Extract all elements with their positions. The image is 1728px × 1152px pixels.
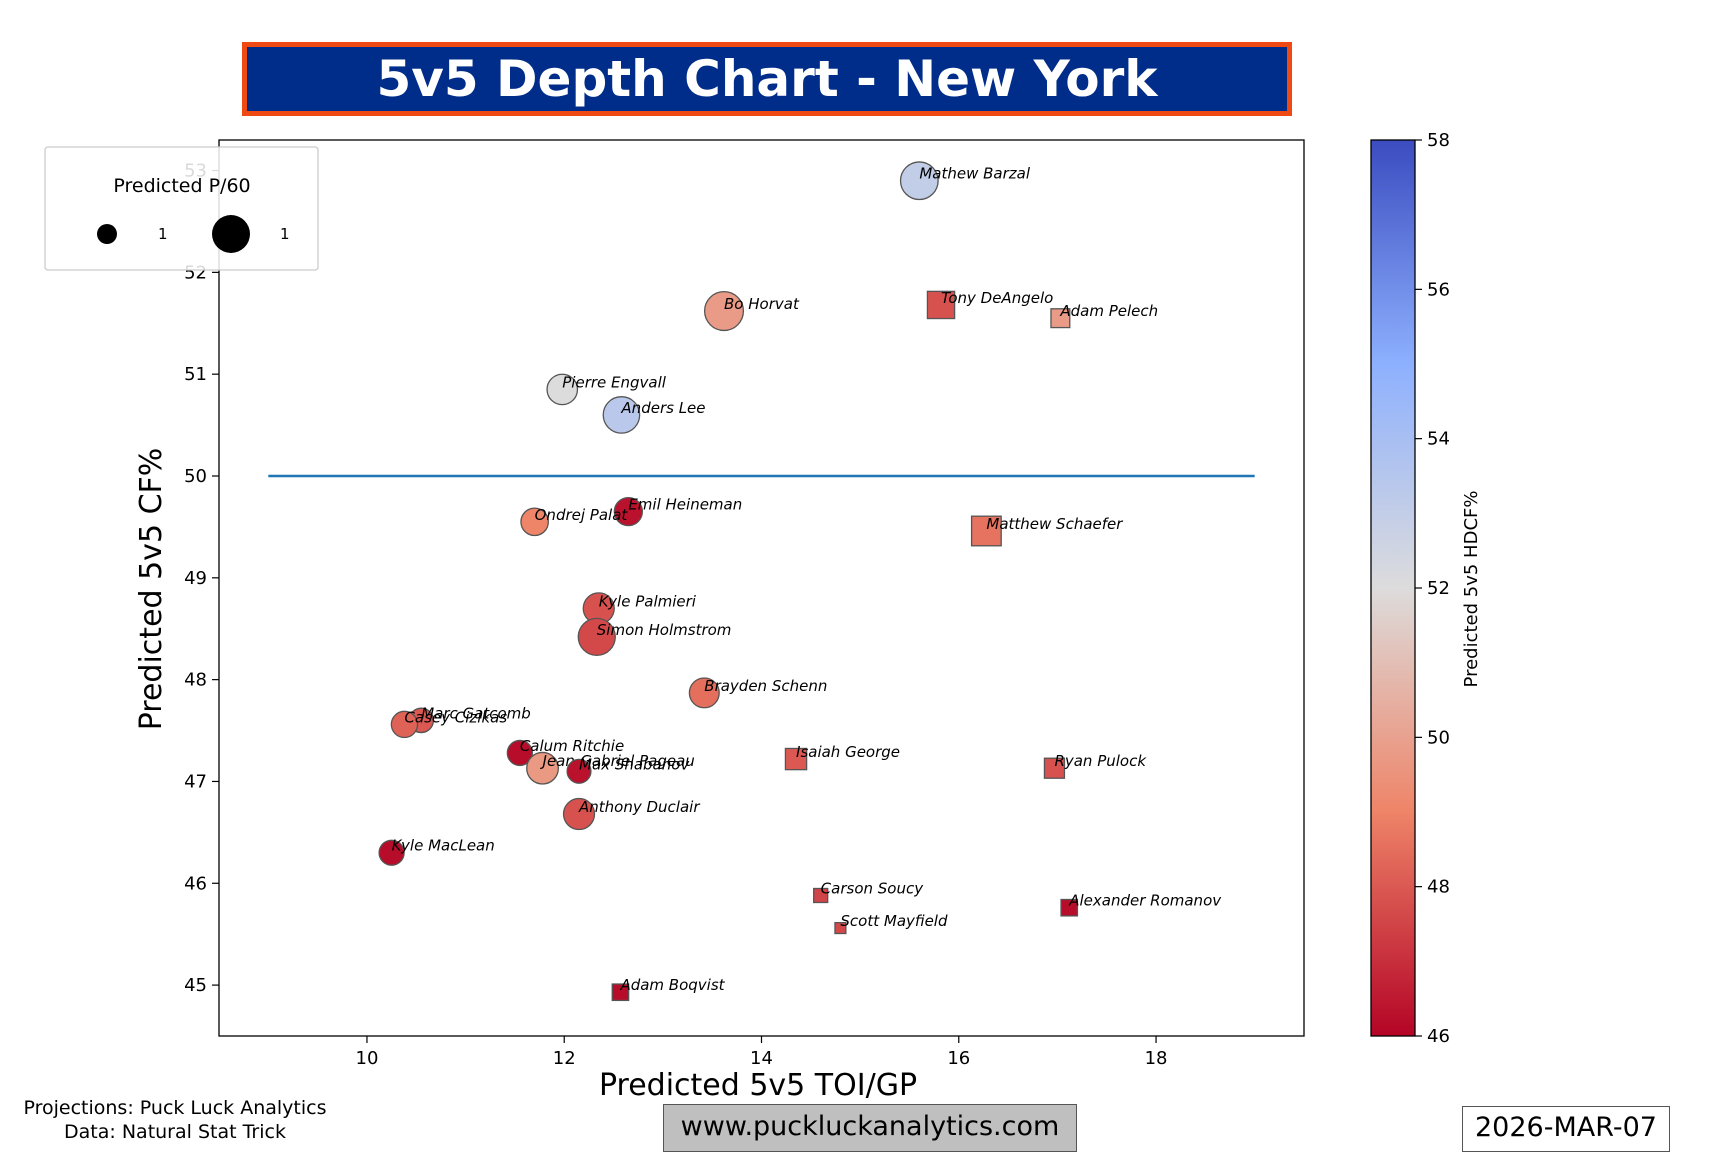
y-tick-label: 46 — [184, 873, 207, 894]
colorbar: 46 48 50 52 54 56 58 Predicted 5v5 HDCF% — [1370, 130, 1482, 1047]
player-point — [562, 797, 596, 831]
player-label: Alexander Romanov — [1068, 892, 1222, 910]
player-point — [834, 921, 847, 935]
colorbar-ticks: 46 48 50 52 54 56 58 — [1415, 130, 1450, 1047]
player-label: Kyle MacLean — [392, 837, 495, 855]
player-point — [577, 617, 616, 657]
legend-title: Predicted P/60 — [113, 175, 250, 197]
website-link[interactable]: www.puckluckanalytics.com — [663, 1104, 1077, 1152]
x-tick-label: 16 — [947, 1048, 970, 1069]
legend: Predicted P/60 1 1 — [44, 146, 319, 271]
player-point — [566, 758, 592, 784]
data-credit: Data: Natural Stat Trick — [64, 1121, 286, 1143]
player-point — [784, 747, 808, 771]
player-label: Tony DeAngelo — [941, 289, 1053, 307]
player-label: Casey Cizikas — [404, 708, 507, 726]
player-label: Adam Boqvist — [619, 976, 725, 994]
y-axis-label: Predicted 5v5 CF% — [134, 448, 169, 731]
player-label: Kyle Palmieri — [599, 592, 697, 610]
colorbar-tick-label: 48 — [1427, 877, 1450, 898]
player-point — [1043, 757, 1066, 779]
player-label: Pierre Engvall — [562, 373, 667, 391]
player-point — [813, 887, 829, 904]
player-point — [506, 739, 533, 767]
y-tick-label: 49 — [184, 568, 207, 589]
player-label: Mathew Barzal — [919, 165, 1031, 183]
player-label: Ryan Pulock — [1054, 752, 1147, 770]
colorbar-tick-label: 56 — [1427, 279, 1450, 300]
projections-credit: Projections: Puck Luck Analytics — [23, 1097, 327, 1119]
player-label: Ondrej Palat — [535, 506, 629, 524]
player-label: Emil Heineman — [628, 496, 742, 514]
player-label: Max Shabanov — [579, 755, 690, 773]
legend-box — [44, 146, 319, 271]
player-label: Matthew Schaefer — [986, 515, 1123, 533]
y-tick-label: 47 — [184, 771, 207, 792]
player-label: Brayden Schenn — [704, 677, 827, 695]
player-label: Simon Holmstrom — [597, 621, 732, 639]
player-point — [613, 496, 643, 527]
colorbar-tick-label: 58 — [1427, 130, 1450, 151]
player-point — [899, 161, 939, 201]
legend-entry-label: 1 — [158, 225, 168, 243]
player-point — [602, 396, 641, 434]
player-label: Bo Horvat — [724, 295, 800, 313]
x-tick-label: 14 — [750, 1048, 773, 1069]
y-tick-label: 48 — [184, 670, 207, 691]
footer-credits: Projections: Puck Luck Analytics Data: N… — [10, 1096, 340, 1144]
y-tick-label: 51 — [184, 364, 207, 385]
player-point — [546, 373, 579, 406]
player-point — [688, 677, 720, 709]
y-tick-label: 50 — [184, 466, 207, 487]
colorbar-gradient — [1370, 139, 1416, 1037]
player-point — [703, 291, 745, 332]
x-tick-label: 10 — [356, 1048, 379, 1069]
legend-marker-large — [212, 215, 250, 253]
player-label: Anders Lee — [620, 399, 705, 417]
player-point — [611, 983, 630, 1002]
player-point — [1050, 308, 1071, 329]
player-point — [390, 710, 419, 739]
y-tick-label: 45 — [184, 975, 207, 996]
player-label: Anthony Duclair — [578, 798, 700, 816]
legend-entry-label: 1 — [280, 225, 290, 243]
player-point — [1060, 898, 1079, 917]
player-label: Isaiah George — [796, 743, 900, 761]
x-tick-label: 18 — [1145, 1048, 1168, 1069]
plot-area: 1012141618454647484950515253Mathew Barza… — [184, 139, 1305, 1069]
player-label: Scott Mayfield — [840, 912, 948, 930]
player-point — [520, 507, 549, 537]
colorbar-label: Predicted 5v5 HDCF% — [1461, 491, 1482, 688]
colorbar-tick-label: 52 — [1427, 578, 1450, 599]
player-point — [970, 515, 1002, 547]
plot-frame — [218, 139, 1305, 1037]
player-point — [378, 839, 405, 866]
player-label: Adam Pelech — [1059, 302, 1158, 320]
player-label: Calum Ritchie — [520, 737, 624, 755]
x-tick-label: 12 — [553, 1048, 576, 1069]
player-label: Marc Gatcomb — [421, 704, 531, 722]
player-point — [526, 751, 559, 785]
player-label: Carson Soucy — [821, 879, 925, 897]
legend-marker-small — [97, 224, 117, 244]
colorbar-tick-label: 46 — [1427, 1026, 1450, 1047]
player-point — [926, 290, 956, 320]
colorbar-tick-label: 54 — [1427, 429, 1450, 450]
x-axis-label: Predicted 5v5 TOI/GP — [599, 1068, 917, 1103]
colorbar-tick-label: 50 — [1427, 727, 1450, 748]
date-badge: 2026-MAR-07 — [1462, 1106, 1670, 1152]
